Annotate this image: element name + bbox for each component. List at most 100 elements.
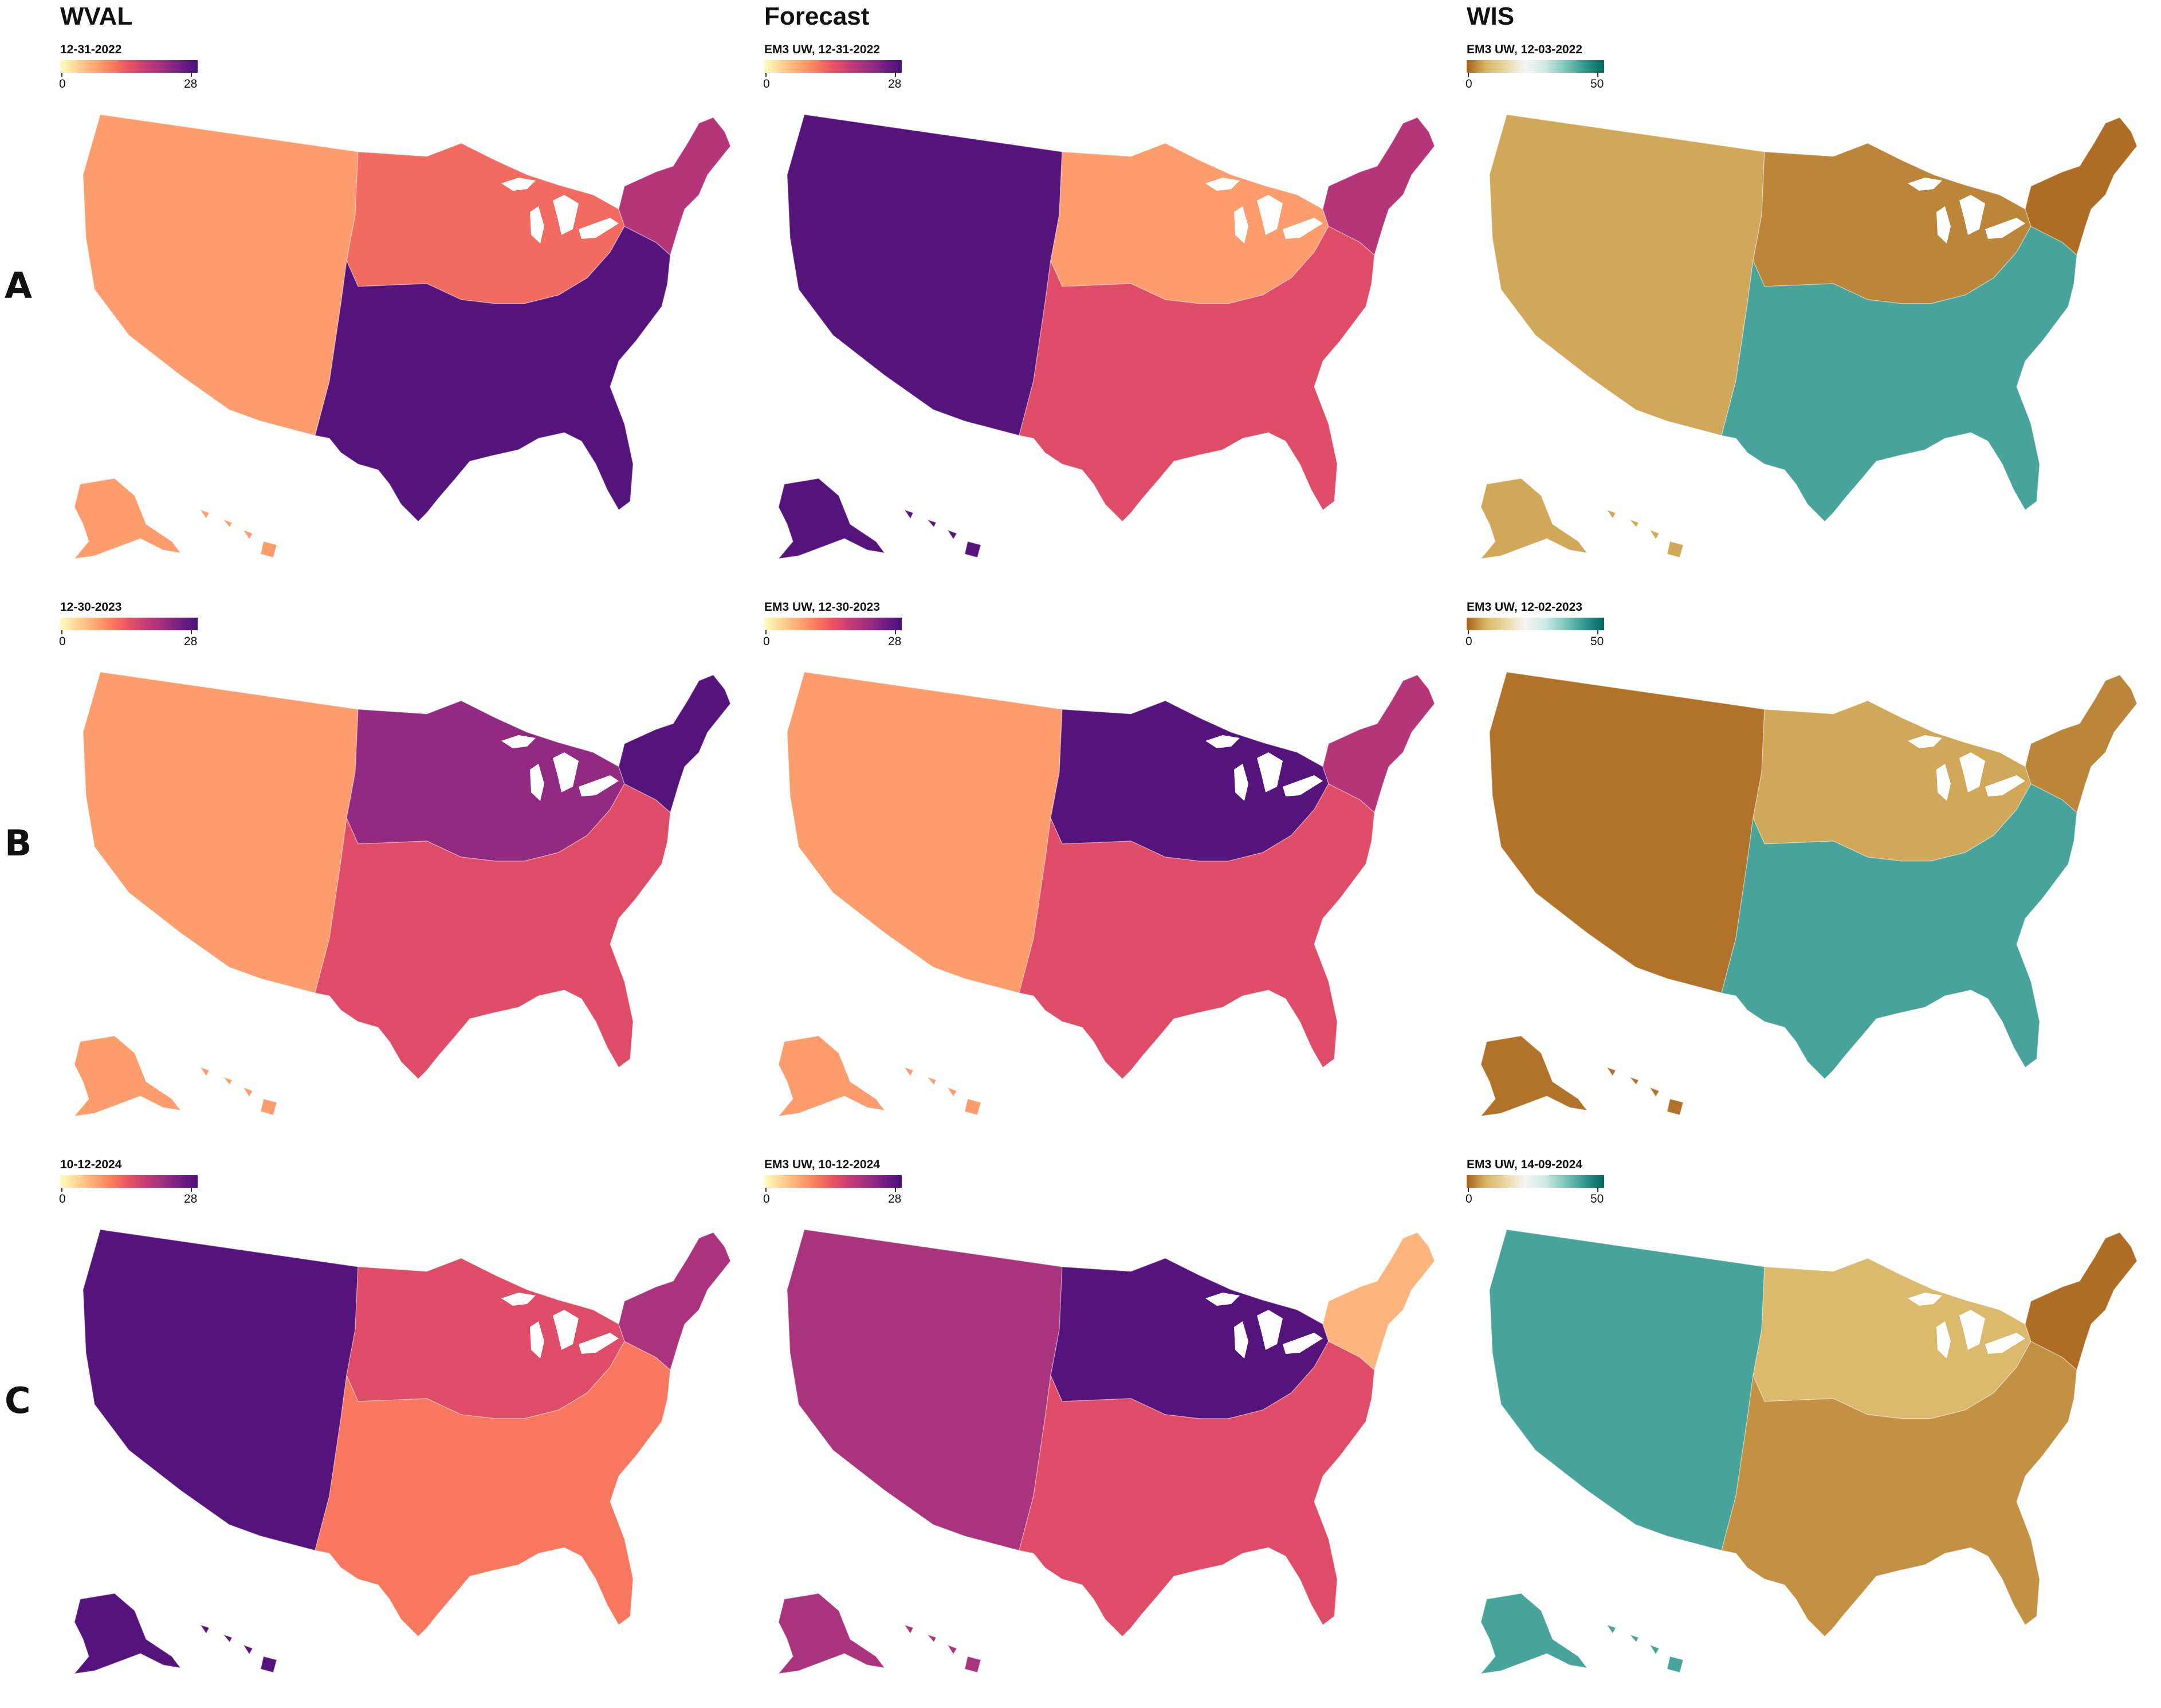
region-midwest (1753, 1258, 2032, 1419)
legend-tick-min (765, 630, 767, 634)
great-lake-1 (1205, 178, 1240, 191)
legend-tick-max (191, 1188, 192, 1192)
region-midwest (1753, 143, 2032, 304)
region-west-part-2 (903, 1066, 981, 1116)
great-lake-3 (553, 1310, 579, 1350)
region-midwest (346, 700, 625, 862)
great-lake-3 (1257, 1310, 1283, 1350)
great-lake-1 (1205, 1293, 1240, 1306)
panel-forecast-c: EM3 UW, 10-12-2024 0 28 (763, 1158, 1469, 1708)
region-west (787, 1229, 1063, 1551)
great-lake-3 (553, 195, 579, 235)
region-west-part-1 (777, 1593, 886, 1675)
legend-min-label: 0 (763, 635, 770, 648)
region-midwest (1050, 143, 1329, 304)
legend-max-label: 28 (888, 1192, 902, 1206)
great-lake-4 (1985, 1333, 2025, 1354)
region-west (1489, 114, 1765, 436)
region-west-part-1 (73, 478, 182, 560)
great-lake-3 (1959, 752, 1985, 792)
legend-tick-max (1597, 73, 1598, 77)
great-lake-2 (1936, 764, 1951, 801)
region-west-part-1 (73, 1593, 182, 1675)
great-lake-1 (1205, 735, 1240, 748)
region-northeast (1322, 1232, 1435, 1371)
region-west (1489, 672, 1765, 994)
great-lake-4 (1283, 218, 1323, 239)
legend-title: EM3 UW, 10-12-2024 (764, 1158, 880, 1171)
region-northeast (1322, 117, 1435, 256)
region-west-part-2 (1606, 1066, 1684, 1116)
great-lake-4 (1283, 775, 1323, 796)
great-lake-4 (579, 775, 619, 796)
legend-tick-min (61, 1188, 62, 1192)
legend-tick-max (1597, 630, 1598, 634)
legend-max-label: 28 (184, 77, 198, 91)
panel-forecast-b: EM3 UW, 12-30-2023 0 28 (763, 600, 1469, 1151)
legend-title: EM3 UW, 12-02-2023 (1467, 600, 1582, 614)
region-northeast (618, 117, 731, 256)
row-label-b: B (5, 822, 32, 864)
great-lake-4 (1283, 1333, 1323, 1354)
great-lake-2 (1234, 206, 1248, 244)
panel-wval-a: 12-31-2022 0 28 (59, 43, 765, 593)
row-label-c: C (5, 1380, 31, 1422)
great-lake-4 (579, 1333, 619, 1354)
legend-colorbar (60, 618, 198, 630)
region-west-part-2 (903, 509, 981, 558)
legend-colorbar (764, 60, 902, 73)
region-south (1721, 226, 2077, 523)
legend-colorbar (60, 60, 198, 73)
region-south (315, 783, 671, 1080)
color-legend: EM3 UW, 10-12-2024 0 28 (763, 1158, 936, 1210)
color-legend: 10-12-2024 0 28 (59, 1158, 232, 1210)
legend-max-label: 50 (1590, 1192, 1604, 1206)
column-title-wis: WIS (1467, 2, 1515, 30)
region-west-part-1 (1480, 1593, 1588, 1675)
region-west (787, 114, 1063, 436)
region-west (1489, 1229, 1765, 1551)
region-midwest (1753, 700, 2032, 862)
great-lake-2 (1234, 764, 1248, 801)
region-northeast (1322, 674, 1435, 814)
panel-wval-b: 12-30-2023 0 28 (59, 600, 765, 1151)
great-lake-2 (1936, 206, 1951, 244)
region-west-part-2 (1606, 509, 1684, 558)
legend-colorbar (764, 618, 902, 630)
legend-colorbar (1467, 60, 1604, 73)
us-choropleth-map (1480, 672, 2138, 1117)
region-south (315, 1341, 671, 1638)
region-northeast (2025, 674, 2138, 814)
legend-min-label: 0 (59, 635, 66, 648)
great-lake-2 (530, 764, 544, 801)
legend-colorbar (60, 1175, 198, 1188)
legend-max-label: 28 (888, 635, 902, 648)
great-lake-2 (1936, 1321, 1951, 1358)
region-northeast (2025, 1232, 2138, 1371)
region-midwest (1050, 700, 1329, 862)
row-label-a: A (5, 265, 32, 307)
region-west-part-1 (777, 1035, 886, 1117)
us-choropleth-map (777, 672, 1435, 1117)
region-south (1019, 1341, 1375, 1638)
us-choropleth-map (1480, 1229, 2138, 1675)
legend-tick-max (895, 73, 896, 77)
us-choropleth-map (777, 114, 1435, 560)
legend-colorbar (1467, 618, 1604, 630)
great-lake-2 (1234, 1321, 1248, 1358)
legend-colorbar (764, 1175, 902, 1188)
region-midwest (346, 1258, 625, 1419)
great-lake-4 (579, 218, 619, 239)
panel-wval-c: 10-12-2024 0 28 (59, 1158, 765, 1708)
legend-max-label: 28 (888, 77, 902, 91)
region-northeast (618, 674, 731, 814)
region-south (1019, 783, 1375, 1080)
legend-title: EM3 UW, 14-09-2024 (1467, 1158, 1582, 1171)
legend-min-label: 0 (59, 77, 66, 91)
color-legend: EM3 UW, 12-03-2022 0 50 (1465, 43, 1639, 95)
great-lake-1 (501, 1293, 536, 1306)
region-west-part-2 (1606, 1624, 1684, 1673)
legend-title: 12-30-2023 (60, 600, 122, 614)
legend-tick-min (1468, 1188, 1469, 1192)
region-west-part-1 (1480, 478, 1588, 560)
